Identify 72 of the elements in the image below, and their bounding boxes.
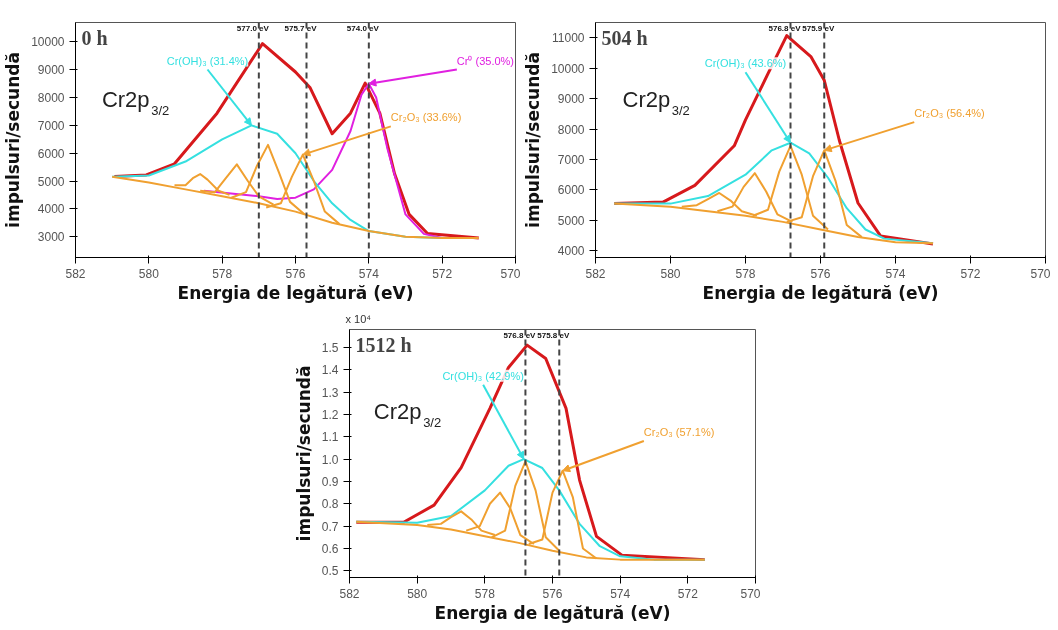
y-tick-label: 11000: [552, 31, 585, 46]
text: Cr⁰ (35.0%): [456, 54, 515, 67]
x-tick-label: 582: [339, 586, 360, 601]
y-tick-label: 0.5: [321, 564, 339, 579]
y-axis-title: impulsuri/secundă: [3, 52, 24, 228]
x-tick-label: 582: [65, 266, 86, 281]
y-tick-label: 10000: [31, 35, 65, 50]
y-tick-label: 0.9: [321, 474, 339, 489]
x-tick-label: 578: [735, 266, 756, 281]
y-tick-label: 1.4: [321, 363, 339, 378]
y-tick-label: 4000: [557, 244, 585, 259]
x-tick-label: 570: [740, 586, 761, 601]
y-tick-label: 1.0: [321, 452, 339, 467]
ref-line-label: 576.8 eV: [768, 23, 802, 33]
y-axis-title: impulsuri/secundă: [293, 365, 314, 542]
text: Cr(OH)₃ (31.4%): [166, 54, 249, 67]
x-tick-label: 574: [358, 266, 380, 281]
text: Cr₂O₃ (56.4%): [914, 107, 985, 120]
y-tick-label: 4000: [37, 202, 65, 217]
x-tick-label: 580: [660, 266, 681, 281]
x-tick-label: 572: [432, 266, 453, 281]
x-tick-label: 572: [677, 586, 699, 601]
y-tick-label: 1.1: [321, 430, 339, 445]
chart-title: 504 h: [601, 26, 648, 49]
x-tick-label: 580: [407, 586, 428, 601]
y-tick-label: 3000: [37, 230, 65, 245]
x-axis-title: Energia de legătură (eV): [434, 602, 671, 623]
x-tick-label: 570: [500, 266, 521, 281]
x-tick-label: 578: [212, 266, 233, 281]
x-tick-label: 574: [610, 586, 631, 601]
x-tick-label: 580: [138, 266, 160, 281]
y-tick-label: 1.5: [321, 340, 339, 355]
x-axis-title: Energia de legătură (eV): [702, 282, 939, 303]
x-tick-label: 578: [474, 586, 496, 601]
x-tick-label: 576: [285, 266, 306, 281]
text: Cr(OH)₃ (43.6%): [704, 57, 787, 70]
x-axis-title: Energia de legătură (eV): [177, 282, 414, 303]
y-tick-label: 6000: [37, 146, 65, 161]
y-tick-label: 5000: [557, 213, 585, 228]
y-tick-label: 7000: [557, 152, 585, 167]
y-tick-label: 10000: [551, 61, 585, 76]
y-tick-label: 8000: [557, 122, 585, 137]
y-tick-label: 0.6: [321, 541, 339, 556]
text: Cr₂O₃ (57.1%): [643, 425, 715, 438]
y-tick-label: 6000: [557, 183, 585, 198]
ref-line-label: 575.9 eV: [802, 23, 835, 33]
y-tick-label: 5000: [37, 174, 65, 189]
ref-line-label: 575.8 eV: [537, 330, 570, 340]
ref-line-label: 577.0 eV: [236, 23, 270, 33]
ref-line-label: 574.0 eV: [346, 23, 380, 33]
x-tick-label: 574: [885, 266, 906, 281]
y-tick-label: 0.8: [321, 497, 339, 512]
y-tick-label: 1.2: [321, 407, 339, 422]
y-tick-label: 9000: [557, 92, 585, 107]
y-tick-label: 7000: [37, 118, 65, 133]
x-tick-label: 582: [585, 266, 606, 281]
y-tick-label: 0.7: [321, 519, 339, 534]
chart-title: 0 h: [81, 26, 108, 49]
y-tick-label: 8000: [37, 91, 65, 106]
x-tick-label: 576: [810, 266, 831, 281]
ref-line-label: 575.7 eV: [284, 23, 318, 33]
chart-title: 1512 h: [355, 333, 412, 356]
x-tick-label: 570: [1030, 266, 1051, 281]
x-tick-label: 576: [542, 586, 563, 601]
ref-line-label: 576.8 eV: [503, 330, 537, 340]
x-tick-label: 572: [960, 266, 981, 281]
text: x 10⁴: [345, 312, 372, 325]
text: Cr₂O₃ (33.6%): [390, 111, 462, 124]
y-tick-label: 1.3: [321, 385, 339, 400]
y-tick-label: 9000: [37, 63, 65, 78]
y-axis-title: impulsuri/secundă: [523, 52, 544, 228]
text: Cr(OH)₃ (42.9%): [442, 369, 524, 382]
